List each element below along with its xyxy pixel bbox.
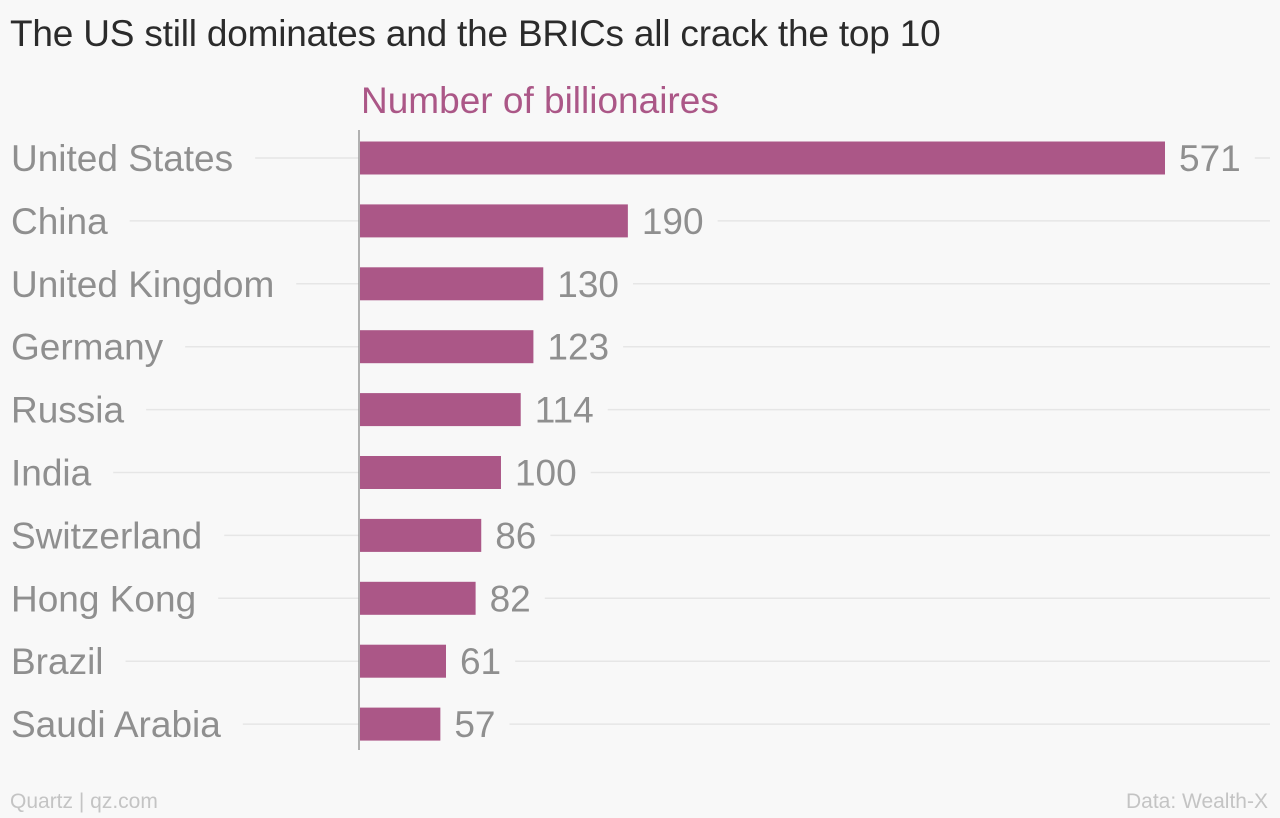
category-label-united-kingdom: United Kingdom (11, 264, 274, 305)
value-label-india: 100 (515, 453, 577, 494)
category-label-india: India (11, 453, 92, 494)
bar-united-states (360, 141, 1165, 175)
value-label-saudi-arabia: 57 (454, 704, 495, 745)
category-label-saudi-arabia: Saudi Arabia (11, 704, 221, 745)
value-label-united-kingdom: 130 (557, 264, 619, 305)
category-label-china: China (11, 201, 108, 242)
bar-hong-kong (360, 581, 476, 615)
value-label-china: 190 (642, 201, 704, 242)
footer-credit: Quartz | qz.com (10, 790, 158, 813)
chart-title: The US still dominates and the BRICs all… (10, 13, 941, 54)
category-label-switzerland: Switzerland (11, 515, 202, 556)
value-label-brazil: 61 (460, 641, 501, 682)
value-label-switzerland: 86 (495, 515, 536, 556)
category-label-hong-kong: Hong Kong (11, 578, 196, 619)
bar-saudi-arabia (360, 707, 441, 741)
gridlines (113, 157, 1270, 725)
bars (360, 141, 1165, 741)
bar-russia (360, 393, 521, 427)
bar-brazil (360, 644, 446, 678)
category-label-russia: Russia (11, 390, 125, 431)
bar-united-kingdom (360, 267, 544, 301)
bar-india (360, 456, 501, 489)
category-label-germany: Germany (11, 327, 164, 368)
category-label-united-states: United States (11, 138, 233, 179)
bar-switzerland (360, 518, 482, 552)
value-label-hong-kong: 82 (490, 578, 531, 619)
bar-china (360, 204, 628, 238)
bar-germany (360, 330, 534, 364)
labels: United States 571 China 190 United Kingdom 13… (11, 138, 1241, 745)
category-label-brazil: Brazil (11, 641, 104, 682)
value-label-russia: 114 (535, 390, 594, 431)
chart-subtitle: Number of billionaires (361, 80, 719, 121)
footer-data-source: Data: Wealth-X (1125, 790, 1268, 813)
value-label-united-states: 571 (1179, 138, 1241, 179)
value-label-germany: 123 (547, 327, 609, 368)
